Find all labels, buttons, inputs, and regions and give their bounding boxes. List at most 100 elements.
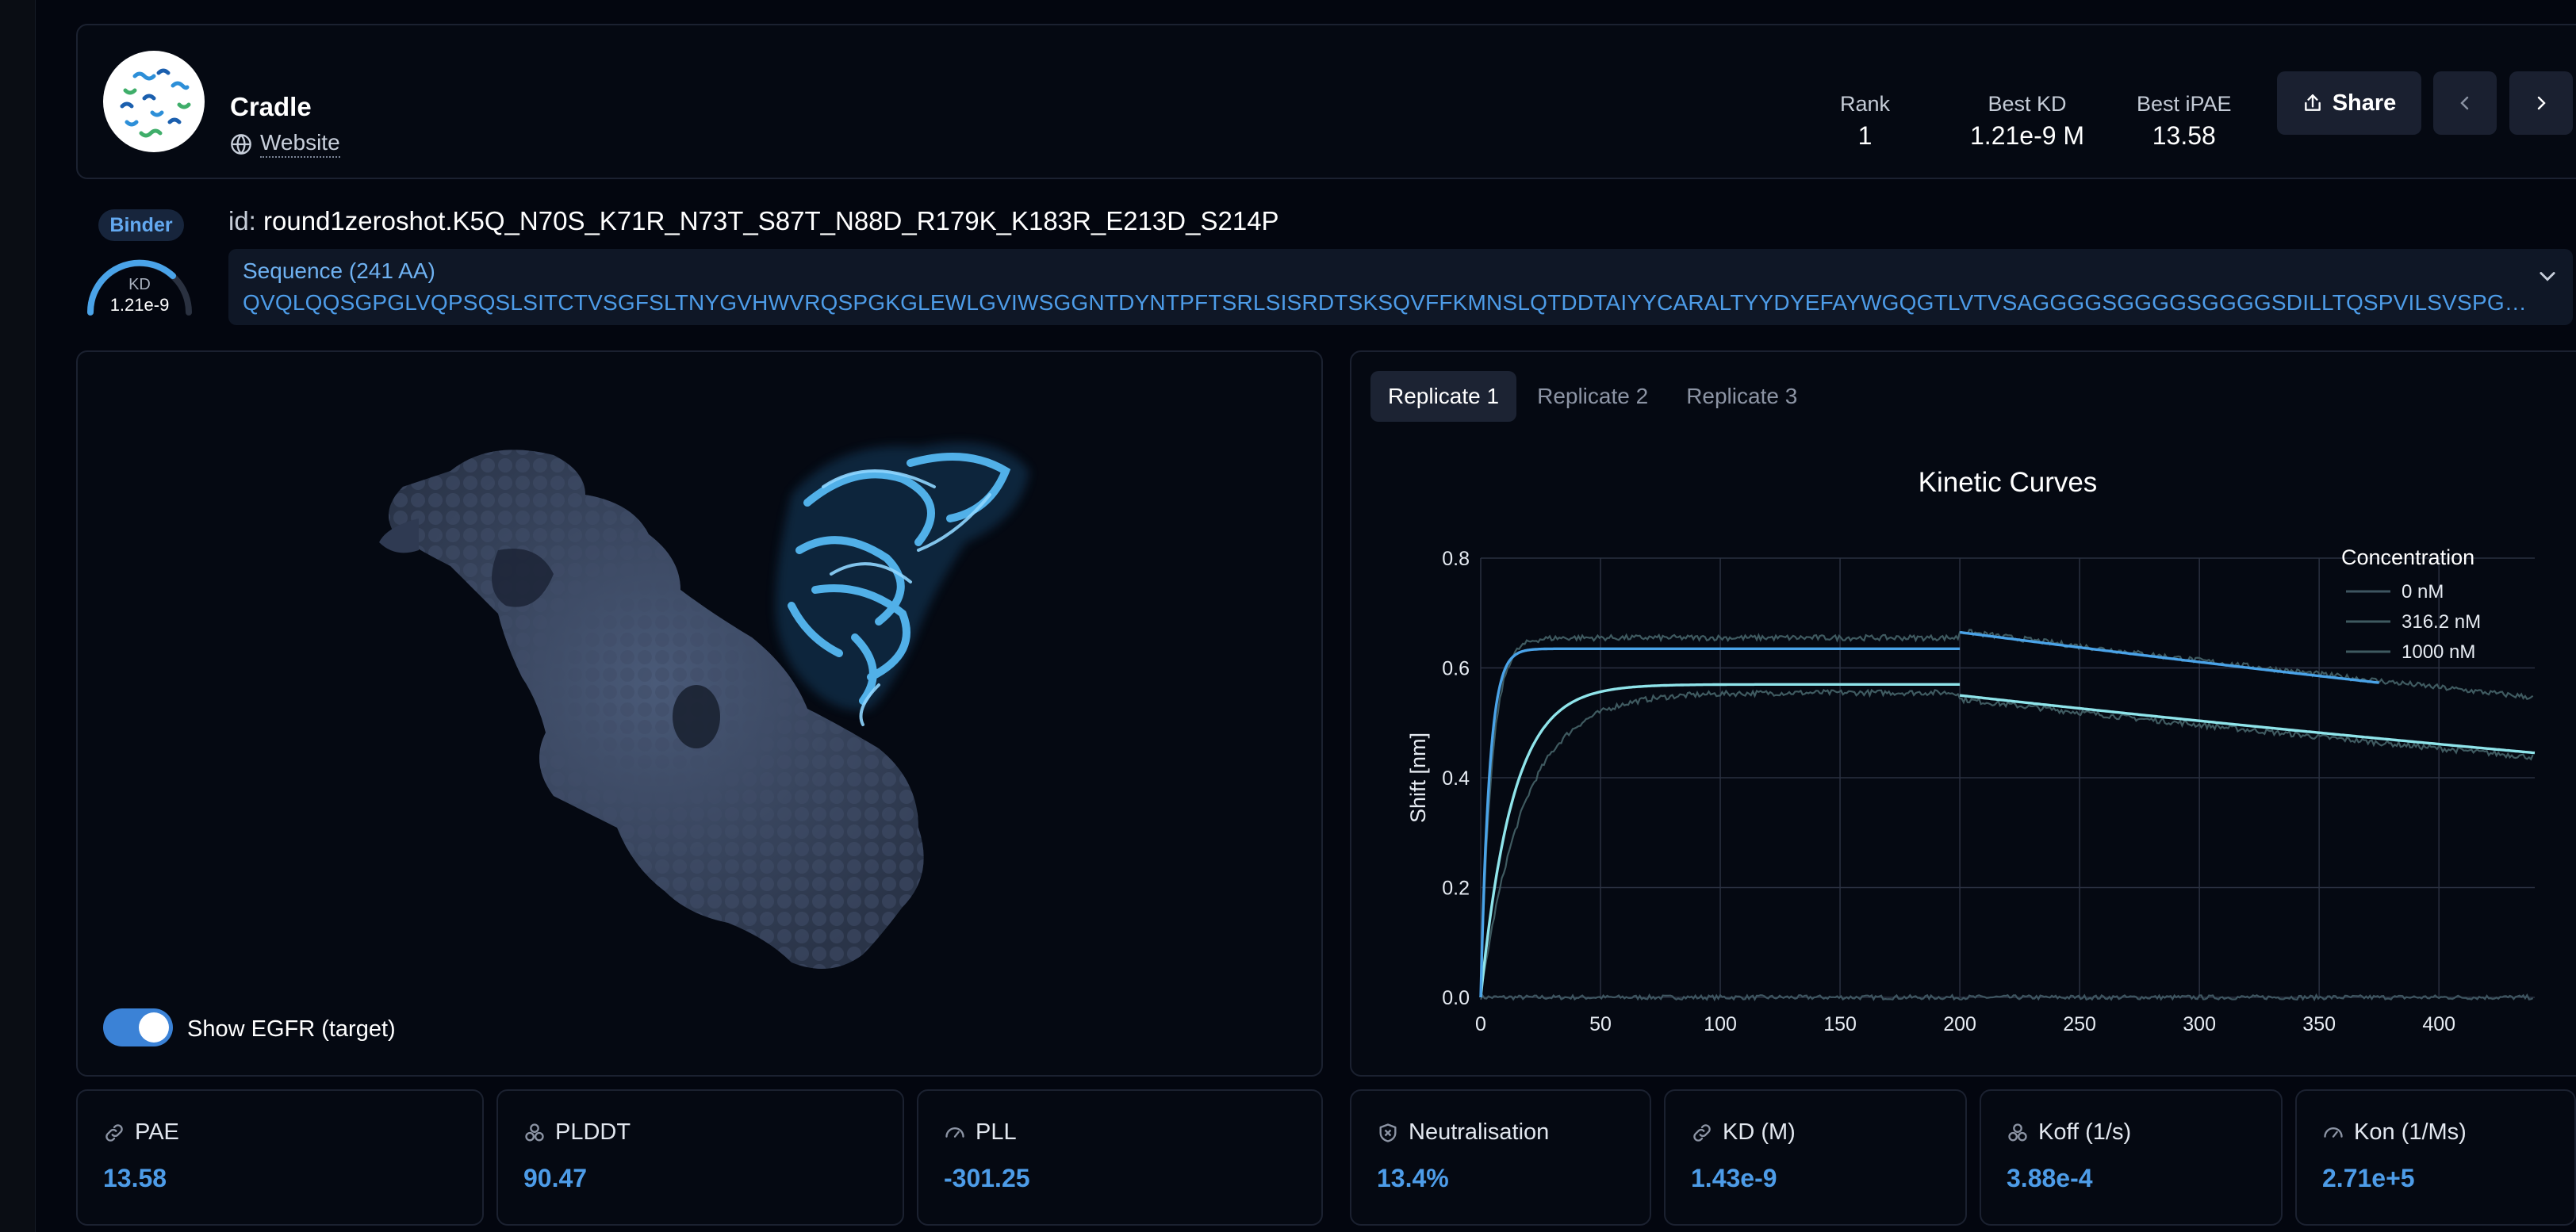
protein-render [379, 442, 1029, 969]
binder-id-prefix: id: [228, 206, 256, 235]
best-ipae-stat: Best iPAE 13.58 [2137, 92, 2232, 151]
raw-trace-316nM [1479, 688, 2534, 996]
x-tick-label: 100 [1704, 1013, 1737, 1035]
molecule-icon [2008, 1123, 2027, 1141]
rank-label: Rank [1840, 92, 1891, 116]
tab-replicate-1[interactable]: Replicate 1 [1370, 371, 1517, 422]
binder-badge: Binder [98, 209, 184, 241]
x-tick-label: 0 [1475, 1013, 1486, 1035]
best-kd-value: 1.21e-9 M [1970, 121, 2085, 150]
metric-plddt-label: PLDDT [555, 1119, 631, 1145]
best-kd-stat: Best KD 1.21e-9 M [1970, 92, 2084, 151]
sequence-title: Sequence (241 AA) [243, 258, 435, 283]
y-tick-label: 0.0 [1442, 987, 1470, 1009]
x-tick-label: 50 [1589, 1013, 1612, 1035]
show-egfr-toggle[interactable] [103, 1008, 173, 1046]
y-axis-label: Shift [nm] [1406, 733, 1430, 823]
metric-kd-value: 1.43e-9 [1691, 1164, 1777, 1192]
metric-neutralisation-value: 13.4% [1377, 1164, 1449, 1192]
legend-entry: 316.2 nM [2402, 611, 2481, 633]
metric-neutralisation: Neutralisation 13.4% [1350, 1089, 1651, 1226]
team-name: Cradle [230, 92, 312, 121]
egfr-target-surface [379, 450, 924, 969]
metric-pll: PLL -301.25 [917, 1089, 1323, 1226]
binder-ribbon [776, 442, 1029, 726]
metric-kd-label: KD (M) [1723, 1119, 1796, 1145]
previous-button[interactable] [2433, 71, 2497, 135]
raw-trace-1000nM [1479, 629, 2534, 996]
share-icon [2304, 94, 2321, 111]
rank-stat: Rank 1 [1840, 92, 1890, 151]
metric-neutralisation-label: Neutralisation [1409, 1119, 1550, 1145]
share-button-label: Share [2332, 90, 2397, 116]
kd-gauge [86, 259, 192, 316]
fit-dissoc-316nM [1959, 694, 2536, 755]
y-tick-label: 0.8 [1442, 548, 1470, 570]
shield-icon [1379, 1123, 1397, 1142]
best-ipae-label: Best iPAE [2137, 92, 2232, 116]
rank-value: 1 [1857, 121, 1873, 150]
x-tick-label: 250 [2063, 1013, 2096, 1035]
sequence-accordion[interactable]: Sequence (241 AA) QVQLQQSGPGLVQPSQSLSITC… [228, 249, 2573, 325]
metric-kd: KD (M) 1.43e-9 [1664, 1089, 1967, 1226]
kinetic-curves-chart[interactable]: Kinetic Curves 0 50 100 150 200 250 300 350 400 0.… [1351, 352, 2576, 1075]
link-icon [105, 1123, 123, 1142]
metric-plddt: PLDDT 90.47 [496, 1089, 904, 1226]
team-header: Cradle Website Rank 1 Best KD 1.21e-9 M … [76, 24, 2576, 179]
chevron-left-icon [2460, 96, 2469, 110]
metric-pae-value: 13.58 [103, 1164, 167, 1192]
metric-pll-label: PLL [976, 1119, 1017, 1145]
kd-gauge-label: KD [128, 276, 151, 293]
chevron-right-icon [2537, 96, 2546, 110]
x-tick-label: 300 [2183, 1013, 2216, 1035]
share-button[interactable]: Share [2277, 71, 2421, 135]
gauge-icon [945, 1127, 964, 1138]
left-sidebar-edge [0, 0, 36, 1232]
raw-trace-0nM [1480, 993, 2534, 1002]
link-icon [1693, 1123, 1711, 1142]
sequence-text: QVQLQQSGPGLVQPSQSLSITCTVSGFSLTNYGVHWVRQS… [243, 290, 2527, 315]
best-ipae-value: 13.58 [2152, 121, 2216, 150]
fit-assoc-316nM [1479, 683, 1961, 998]
team-logo [103, 51, 205, 152]
legend-entry: 0 nM [2402, 581, 2444, 603]
next-button[interactable] [2509, 71, 2573, 135]
y-tick-label: 0.6 [1442, 658, 1470, 680]
metric-kon-value: 2.71e+5 [2322, 1164, 2415, 1192]
chart-title: Kinetic Curves [1919, 467, 2098, 498]
metric-plddt-value: 90.47 [523, 1164, 588, 1192]
show-egfr-label: Show EGFR (target) [187, 1016, 396, 1042]
website-link[interactable]: Website [230, 130, 340, 158]
globe-icon [231, 133, 251, 155]
gauge-icon [2324, 1127, 2343, 1138]
y-tick-label: 0.2 [1442, 878, 1470, 900]
legend-entry: 1000 nM [2402, 641, 2475, 663]
legend-title: Concentration [2341, 545, 2474, 569]
structure-viewer[interactable]: Show EGFR (target) [76, 350, 1323, 1077]
tab-replicate-2[interactable]: Replicate 2 [1537, 384, 1649, 408]
replicate-tabs: Replicate 1 Replicate 2 Replicate 3 [1370, 371, 1815, 422]
x-tick-label: 350 [2302, 1013, 2336, 1035]
metric-kon: Kon (1/Ms) 2.71e+5 [2295, 1089, 2576, 1226]
metric-pae-label: PAE [135, 1119, 179, 1145]
y-tick-label: 0.4 [1442, 767, 1470, 790]
metric-koff-value: 3.88e-4 [2007, 1164, 2093, 1192]
chevron-down-icon [2540, 272, 2555, 281]
molecule-icon [525, 1123, 544, 1141]
binder-id-value: round1zeroshot.K5Q_N70S_K71R_N73T_S87T_N… [263, 206, 1279, 235]
x-tick-label: 200 [1943, 1013, 1976, 1035]
kd-gauge-value: 1.21e-9 [109, 295, 170, 315]
best-kd-label: Best KD [1988, 92, 2067, 116]
kinetic-chart-panel: Replicate 1 Replicate 2 Replicate 3 Kine… [1350, 350, 2576, 1077]
x-tick-label: 400 [2422, 1013, 2455, 1035]
tab-replicate-3[interactable]: Replicate 3 [1686, 384, 1798, 408]
website-link-label: Website [260, 130, 340, 158]
fit-dissoc-1000nM [1959, 630, 2379, 684]
metric-koff: Koff (1/s) 3.88e-4 [1980, 1089, 2283, 1226]
binder-id: id: round1zeroshot.K5Q_N70S_K71R_N73T_S8… [228, 206, 1279, 236]
metric-kon-label: Kon (1/Ms) [2354, 1119, 2467, 1145]
metric-pll-value: -301.25 [944, 1164, 1030, 1192]
toggle-knob [139, 1012, 169, 1043]
x-tick-label: 150 [1823, 1013, 1857, 1035]
metric-pae: PAE 13.58 [76, 1089, 484, 1226]
